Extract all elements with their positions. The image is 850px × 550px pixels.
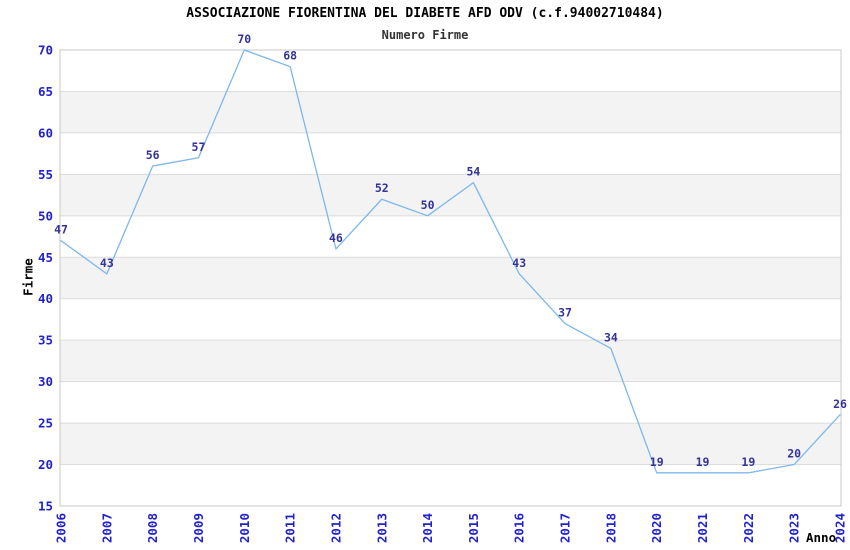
x-tick-label: 2012: [328, 513, 343, 543]
y-tick-label: 60: [38, 125, 53, 140]
x-tick-label: 2018: [603, 513, 618, 543]
y-tick-label: 25: [38, 416, 53, 431]
data-point-label: 43: [512, 256, 526, 270]
x-tick-label: 2010: [237, 513, 252, 543]
y-tick-label: 40: [38, 291, 53, 306]
plot-border: [59, 49, 842, 507]
data-point-label: 43: [100, 256, 114, 270]
x-tick-label: 2006: [54, 513, 69, 543]
series-line: [60, 49, 841, 474]
data-point-label: 50: [421, 198, 435, 212]
data-point-label: 19: [696, 455, 710, 469]
data-point-label: 19: [650, 455, 664, 469]
x-tick-label: 2020: [649, 513, 664, 543]
y-tick-label: 30: [38, 374, 53, 389]
data-point-label: 19: [741, 455, 755, 469]
data-point-label: 57: [192, 140, 206, 154]
data-point-label: 70: [237, 32, 251, 46]
data-point-label: 68: [283, 49, 297, 63]
x-tick-label: 2014: [420, 513, 435, 543]
x-tick-label: 2013: [374, 513, 389, 543]
y-tick-label: 15: [38, 499, 53, 514]
plot-band: [60, 257, 841, 299]
data-point-label: 37: [558, 306, 572, 320]
data-point-label: 26: [833, 397, 847, 411]
x-axis-title: Anno: [806, 530, 837, 545]
plot-band: [60, 423, 841, 465]
y-tick-label: 50: [38, 208, 53, 223]
data-point-label: 47: [54, 223, 68, 237]
chart-title: ASSOCIAZIONE FIORENTINA DEL DIABETE AFD …: [186, 6, 664, 21]
plot-band: [60, 91, 841, 133]
y-tick-label: 20: [38, 457, 53, 472]
x-tick-label: 2022: [741, 513, 756, 543]
x-tick-label: 2017: [558, 513, 573, 543]
data-point-label: 54: [466, 165, 480, 179]
data-point-label: 56: [146, 148, 160, 162]
x-tick-label: 2015: [466, 513, 481, 543]
data-point-label: 52: [375, 181, 389, 195]
plot-band: [60, 174, 841, 216]
x-tick-label: 2016: [512, 513, 527, 543]
x-tick-label: 2009: [191, 513, 206, 543]
data-point-label: 34: [604, 330, 618, 344]
x-tick-label: 2023: [787, 513, 802, 543]
y-tick-label: 55: [38, 167, 53, 182]
y-tick-label: 65: [38, 84, 53, 99]
plot-band: [60, 340, 841, 382]
y-tick-label: 45: [38, 250, 53, 265]
x-tick-label: 2011: [283, 513, 298, 543]
x-tick-label: 2007: [99, 513, 114, 543]
y-tick-label: 70: [38, 43, 53, 58]
x-tick-label: 2024: [833, 513, 848, 543]
y-axis-title: Firme: [20, 258, 36, 296]
data-point-label: 46: [329, 231, 343, 245]
data-point-label: 20: [787, 447, 801, 461]
y-tick-label: 35: [38, 333, 53, 348]
x-tick-label: 2008: [145, 513, 160, 543]
chart-subtitle: Numero Firme: [381, 28, 469, 42]
x-tick-label: 2021: [695, 513, 710, 543]
